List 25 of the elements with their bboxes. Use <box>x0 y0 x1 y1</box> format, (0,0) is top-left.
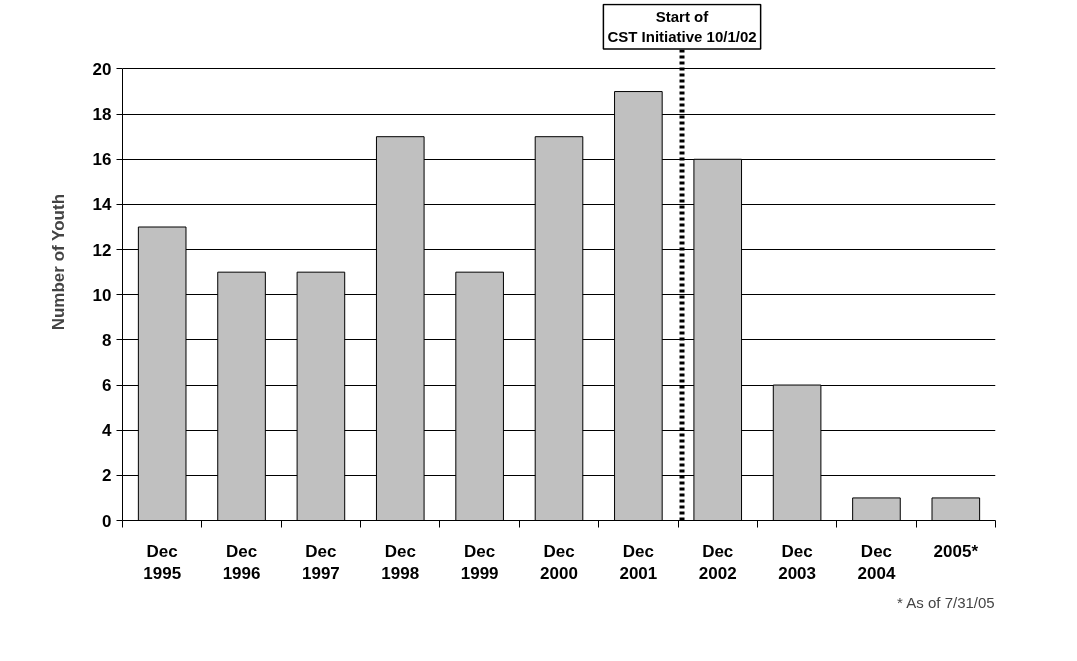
y-axis-title: Number of Youth <box>48 193 68 331</box>
y-tick-label: 2 <box>102 466 112 486</box>
x-tick-label: Dec 2001 <box>619 541 658 584</box>
text: * As of 7/31/05 <box>897 593 995 611</box>
y-tick-label: 10 <box>92 285 112 305</box>
y-tick-label: 14 <box>92 195 113 215</box>
x-tick-label: Dec 1997 <box>302 541 340 584</box>
x-tick-label: Dec 2003 <box>778 541 817 584</box>
y-tick-label: 20 <box>92 59 112 79</box>
y-tick-label: 16 <box>92 150 112 170</box>
y-tick-label: 12 <box>92 240 112 260</box>
y-tick-label: 6 <box>102 376 112 396</box>
x-tick-label: Dec 2004 <box>857 541 896 584</box>
y-tick-label: 0 <box>102 511 112 531</box>
x-tick-label: Dec 1999 <box>460 541 499 584</box>
x-tick-label: Dec 2002 <box>698 541 737 584</box>
ref-line-label: Start of CST Initiative 10/1/02 <box>607 8 757 45</box>
y-tick-label: 8 <box>102 330 112 350</box>
x-tick-label: Dec 1998 <box>381 541 420 584</box>
y-tick-label: 18 <box>92 105 112 125</box>
x-tick-label: Dec 1996 <box>222 541 261 584</box>
y-tick-label: 4 <box>102 421 113 441</box>
x-tick-label: Dec 1995 <box>143 541 182 584</box>
x-tick-label: Dec 2000 <box>540 541 578 584</box>
x-tick-label: 2005* <box>933 541 979 561</box>
